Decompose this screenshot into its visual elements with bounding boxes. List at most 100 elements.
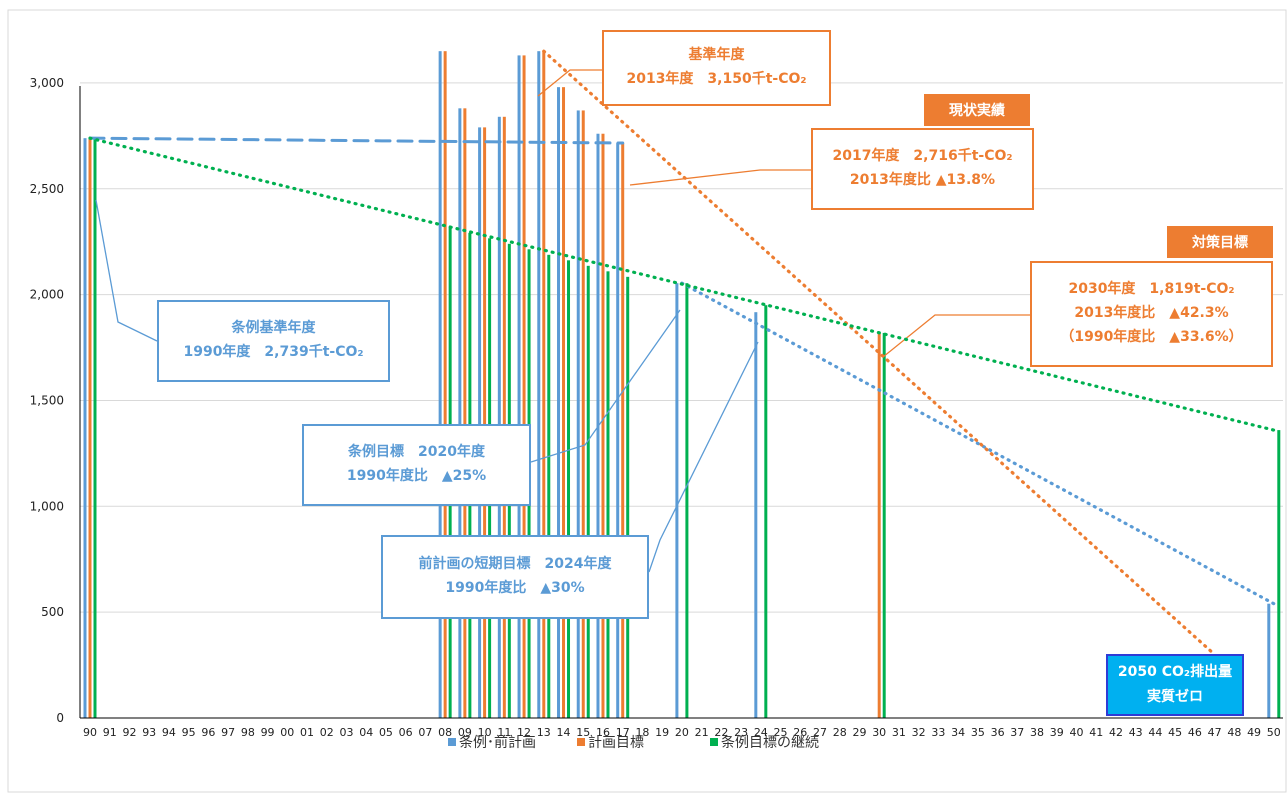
short-goal-callout: 前計画の短期目標 2024年度 1990年度比 ▲30% [381, 535, 649, 619]
short-goal-line2: 1990年度比 ▲30% [445, 580, 585, 596]
x-tick-label: 99 [261, 726, 275, 739]
x-tick-label: 07 [418, 726, 432, 739]
ordinance-goal-callout: 条例目標 2020年度 1990年度比 ▲25% [302, 424, 531, 506]
x-tick-label: 48 [1227, 726, 1241, 739]
base-year-callout: 基準年度 2013年度 3,150千t-CO₂ [602, 30, 831, 106]
x-tick-label: 16 [596, 726, 610, 739]
x-tick-label: 06 [399, 726, 413, 739]
ordinance-base-line2: 1990年度 2,739千t-CO₂ [183, 344, 364, 360]
bar-1-13 [537, 51, 541, 718]
bar-3-90 [93, 138, 97, 718]
x-tick-label: 93 [142, 726, 156, 739]
x-tick-label: 46 [1188, 726, 1202, 739]
net-zero-line1: 2050 CO₂排出量 [1117, 663, 1233, 680]
bar-3-16 [606, 271, 610, 718]
x-tick-label: 14 [557, 726, 571, 739]
target-line2: 2013年度比 ▲42.3% [1074, 305, 1229, 322]
chart-frame [7, 9, 1287, 793]
x-tick-label: 50 [1267, 726, 1281, 739]
x-tick-label: 05 [379, 726, 393, 739]
bar-1-50 [1267, 603, 1271, 718]
x-tick-label: 25 [774, 726, 788, 739]
x-tick-label: 21 [695, 726, 709, 739]
x-tick-label: 02 [320, 726, 334, 739]
leader-base-year [537, 69, 604, 97]
legend-label-3: 条例目標の継続 [721, 734, 819, 751]
x-tick-label: 17 [616, 726, 630, 739]
x-tick-label: 45 [1168, 726, 1182, 739]
x-tick-label: 98 [241, 726, 255, 739]
target-line1: 2030年度 1,819t-CO₂ [1068, 281, 1235, 298]
x-tick-label: 34 [951, 726, 965, 739]
bar-1-15 [576, 110, 580, 719]
x-tick-label: 90 [83, 726, 97, 739]
leader-short-goal [648, 341, 759, 573]
legend-label-1: 条例･前計画 [459, 734, 536, 751]
x-tick-label: 37 [1010, 726, 1024, 739]
bar-2-10 [483, 127, 487, 718]
y-tick-label: 0 [56, 711, 64, 725]
bar-2-09 [463, 108, 467, 718]
bar-3-13 [547, 254, 551, 718]
ordinance-goal-line2: 1990年度比 ▲25% [346, 468, 487, 484]
x-tick-label: 01 [300, 726, 314, 739]
bar-2-15 [581, 110, 585, 719]
bar-3-30 [882, 332, 886, 718]
bar-3-14 [567, 260, 571, 718]
bar-1-90 [83, 138, 87, 718]
x-tick-label: 23 [734, 726, 748, 739]
bar-2-17 [621, 143, 625, 718]
trend-line-4 [88, 136, 1276, 432]
bar-2-14 [562, 87, 566, 718]
x-tick-label: 92 [122, 726, 136, 739]
x-tick-label: 22 [714, 726, 728, 739]
target-callout: 2030年度 1,819t-CO₂ 2013年度比 ▲42.3% （1990年度… [1030, 261, 1273, 367]
x-tick-label: 30 [872, 726, 886, 739]
target-tag: 対策目標 [1167, 226, 1273, 258]
bar-1-08 [438, 51, 442, 718]
x-tick-label: 24 [754, 726, 768, 739]
bar-3-24 [764, 305, 768, 718]
x-tick-label: 49 [1247, 726, 1261, 739]
ordinance-base-callout: 条例基準年度 1990年度 2,739千t-CO₂ [157, 300, 390, 382]
x-tick-label: 39 [1050, 726, 1064, 739]
bar-1-10 [478, 127, 482, 718]
x-tick-label: 00 [280, 726, 294, 739]
ordinance-base-line1: 条例基準年度 [231, 320, 316, 337]
x-tick-label: 44 [1148, 726, 1162, 739]
x-tick-label: 15 [576, 726, 590, 739]
y-tick-label: 500 [41, 605, 64, 619]
y-tick-label: 1,500 [30, 393, 64, 407]
short-goal-line1: 前計画の短期目標 2024年度 [418, 556, 612, 573]
x-tick-label: 12 [517, 726, 531, 739]
current-results-line2: 2013年度比 ▲13.8% [849, 172, 996, 188]
x-tick-label: 10 [478, 726, 492, 739]
x-tick-label: 27 [813, 726, 827, 739]
x-tick-label: 13 [537, 726, 551, 739]
bar-3-50 [1277, 430, 1281, 718]
bar-1-17 [616, 143, 620, 718]
trend-line-1 [88, 136, 625, 145]
y-tick-label: 2,500 [30, 182, 64, 196]
bar-1-24 [754, 312, 758, 718]
leader-ordinance-base [95, 199, 158, 342]
x-tick-label: 96 [201, 726, 215, 739]
current-results-callout: 2017年度 2,716千t-CO₂ 2013年度比 ▲13.8% [811, 128, 1034, 210]
current-results-line1: 2017年度 2,716千t-CO₂ [832, 148, 1013, 165]
bar-2-16 [601, 133, 605, 718]
bar-3-15 [586, 265, 590, 718]
bar-2-12 [522, 55, 526, 718]
x-tick-label: 43 [1129, 726, 1143, 739]
y-tick-label: 1,000 [30, 499, 64, 513]
current-results-tag: 現状実績 [924, 94, 1030, 126]
x-tick-label: 38 [1030, 726, 1044, 739]
legend-label-2: 計画目標 [588, 735, 644, 751]
bar-2-90 [88, 138, 92, 718]
y-tick-label: 2,000 [30, 288, 64, 302]
x-tick-label: 47 [1208, 726, 1222, 739]
bar-3-20 [685, 283, 689, 718]
x-tick-label: 31 [892, 726, 906, 739]
leader-ordinance-goal [530, 309, 681, 463]
